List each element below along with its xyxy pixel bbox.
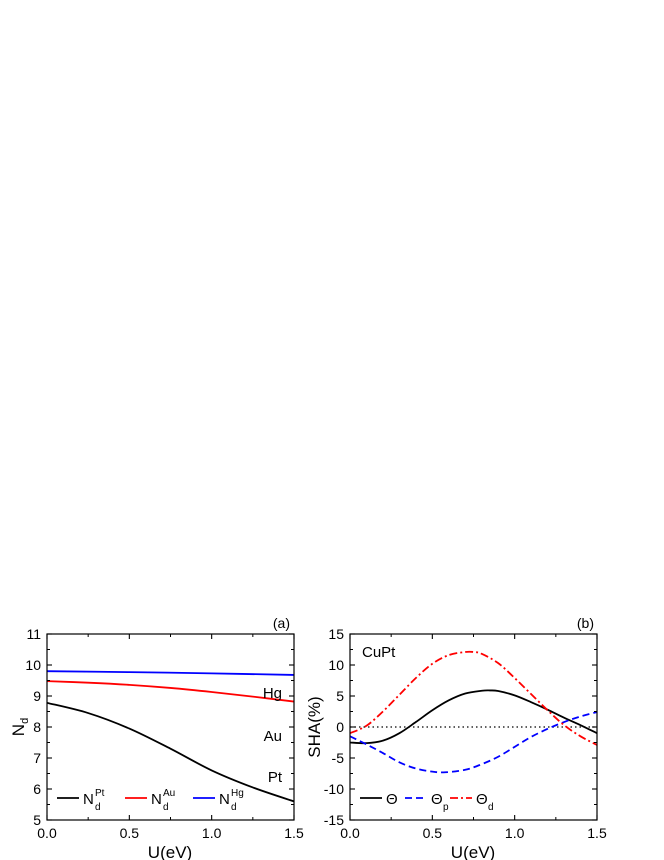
panel-a-y-tick-label: 9 xyxy=(33,688,41,704)
panel-b-legend-sub-1: p xyxy=(443,802,449,813)
panel-b-x-tick-label: 1.0 xyxy=(505,825,525,841)
panel-a-y-tick-label: 5 xyxy=(33,812,41,828)
svg-text:Nd: Nd xyxy=(9,718,31,736)
panel-a-nd-chart: 0.0 0.5 1.0 1.5 5 6 7 8 9 10 11 (a) U(eV) Nd Hg Au… xyxy=(9,615,304,860)
annotation-pt: Pt xyxy=(268,769,283,786)
panel-a-data-layer xyxy=(47,670,294,803)
panel-a-legend-sub-0: d xyxy=(95,802,101,813)
panel-a-x-tick-label: 0.0 xyxy=(37,825,57,841)
panel-a-x-axis-title: U(eV) xyxy=(148,843,192,860)
panel-a-y-tick-label: 10 xyxy=(25,657,41,673)
panel-b-x-tick-label: 1.5 xyxy=(587,825,607,841)
panel-a-legend-sup-2: Hg xyxy=(231,788,244,799)
panel-b-y-tick-label: 10 xyxy=(328,657,344,673)
panel-b-legend-label-2: Θ xyxy=(476,791,488,808)
panel-a-legend-sup-1: Au xyxy=(163,788,175,799)
panel-b-y-tick-label: -15 xyxy=(324,812,344,828)
panel-a-y-axis-title: Nd xyxy=(9,718,31,736)
panel-b-legend-sub-2: d xyxy=(488,802,494,813)
panel-b-inset-title: CuPt xyxy=(362,644,396,661)
panel-a-y-tick-label: 6 xyxy=(33,781,41,797)
panel-a-y-tick-label: 11 xyxy=(26,626,41,642)
panel-a-series-line-2 xyxy=(47,670,294,676)
panel-b-x-tick-label: 0.5 xyxy=(423,825,443,841)
panel-b-series-line-0 xyxy=(350,689,597,745)
panel-b-axes: 0.0 0.5 1.0 1.5 -15 -10 -5 0 5 10 15 xyxy=(324,626,607,841)
panel-b-series-line-1 xyxy=(350,711,597,774)
panel-a-series-line-1 xyxy=(47,680,294,703)
panel-b-legend-label-1: Θ xyxy=(431,791,443,808)
panel-b-sha-chart: 0.0 0.5 1.0 1.5 -15 -10 -5 0 5 10 15 (b) CuPt U(eV… xyxy=(305,615,607,860)
panel-b-y-axis-title: SHA(%) xyxy=(305,696,324,757)
panel-a-legend-sub-1: d xyxy=(163,802,169,813)
annotation-hg: Hg xyxy=(263,685,282,702)
panel-a-x-tick-label: 0.5 xyxy=(120,825,140,841)
panel-b-y-tick-label: 0 xyxy=(336,719,344,735)
panel-a-legend-label-1: N xyxy=(151,791,162,808)
panel-a-y-title-main: N xyxy=(9,724,28,736)
panel-a-legend-sup-0: Pt xyxy=(95,788,105,799)
panel-b-legend-label-0: Θ xyxy=(386,791,398,808)
panel-b-x-axis-title: U(eV) xyxy=(451,843,495,860)
panel-b-x-tick-label: 0.0 xyxy=(340,825,360,841)
panel-a-legend-label-2: N xyxy=(219,791,230,808)
panel-a-x-tick-label: 1.0 xyxy=(202,825,222,841)
panel-a-legend-sub-2: d xyxy=(231,802,237,813)
panel-a-y-tick-label: 8 xyxy=(33,719,41,735)
panel-b-y-tick-label: -5 xyxy=(332,750,345,766)
panel-a-legend-label-0: N xyxy=(83,791,94,808)
panel-b-label: (b) xyxy=(577,615,594,631)
panel-a-label: (a) xyxy=(273,615,290,631)
panel-b-data-layer xyxy=(350,650,597,774)
panel-b-legend-item-0: Θ xyxy=(360,791,398,808)
panel-a-axes: 0.0 0.5 1.0 1.5 5 6 7 8 9 10 11 xyxy=(25,626,304,841)
panel-a-x-tick-label: 1.5 xyxy=(284,825,304,841)
panel-a-y-tick-label: 7 xyxy=(33,750,41,766)
panel-b-y-tick-label: -10 xyxy=(324,781,344,797)
panel-a-series-line-0 xyxy=(47,701,294,803)
panel-b-y-tick-label: 5 xyxy=(336,688,344,704)
panel-a-y-title-sub: d xyxy=(19,718,31,724)
panel-b-series-line-2 xyxy=(350,650,597,746)
annotation-au: Au xyxy=(264,728,282,745)
panel-b-y-tick-label: 15 xyxy=(328,626,344,642)
